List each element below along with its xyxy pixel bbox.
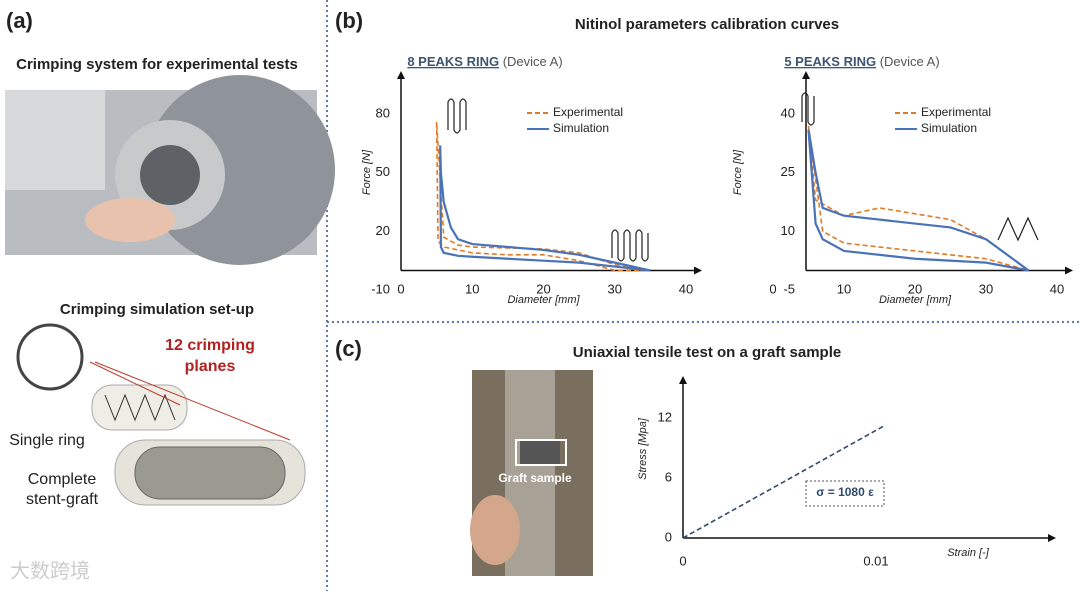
x-tick-label: 0 (397, 281, 404, 296)
legend-label: Simulation (553, 121, 609, 135)
callout: 12 crimping (165, 337, 255, 354)
y-tick-label: 80 (376, 106, 390, 121)
y-tick-label: 40 (781, 106, 795, 121)
panel-subtitle: Crimping simulation set-up (60, 301, 254, 318)
chart-title: 8 PEAKS RING (Device A) (407, 54, 562, 69)
series-line (682, 424, 887, 539)
series-line (435, 121, 644, 272)
legend-label: Experimental (921, 105, 991, 119)
x-tick-label: 30 (608, 281, 622, 296)
x-tick-label: 20 (908, 281, 922, 296)
x-tick-label: 10 (465, 281, 479, 296)
annotation-box (805, 480, 885, 507)
y-tick-label: 20 (376, 223, 390, 238)
y-tick-label: 50 (376, 164, 390, 179)
x-tick-label: 40 (1050, 281, 1064, 296)
icon (447, 92, 1039, 262)
legend-label: Experimental (553, 105, 623, 119)
y-tick-label: -5 (783, 281, 795, 296)
diagram-label: stent-graft (26, 491, 99, 508)
photo (5, 75, 335, 265)
arrow (1065, 266, 1073, 275)
x-axis-label: Strain [-] (947, 547, 990, 559)
arrow (397, 71, 405, 79)
chart-subtitle: (Device A) (503, 54, 563, 69)
x-axis-label: Diameter [mm] (879, 294, 952, 306)
panel-title: Crimping system for experimental tests (16, 56, 298, 73)
panel-title: Nitinol parameters calibration curves (575, 16, 839, 33)
y-tick-label: 0 (665, 529, 672, 544)
panel-label: (c) (335, 336, 362, 361)
series-line (439, 145, 651, 272)
series-line (807, 129, 1030, 272)
legend-label: Simulation (921, 121, 977, 135)
watermark: 大数跨境 (10, 559, 90, 582)
panel-label: (b) (335, 8, 363, 33)
y-tick-label: 6 (665, 469, 672, 484)
x-tick-label: 20 (536, 281, 550, 296)
arrow (679, 376, 687, 384)
arrow (1048, 534, 1056, 542)
y-tick-label: -10 (371, 281, 390, 296)
photo-label: Graft sample (498, 471, 572, 485)
annotation: σ = 1080 ε (816, 485, 874, 499)
chart-title: 8 PEAKS RING (407, 54, 499, 69)
y-axis-label: Force [N] (732, 149, 744, 195)
x-tick-label: 0 (679, 553, 686, 568)
x-tick-label: 30 (979, 281, 993, 296)
chart-title: 5 PEAKS RING (784, 54, 876, 69)
y-axis-label: Stress [Mpa] (637, 417, 649, 480)
photo (470, 370, 593, 576)
panel-label: (a) (6, 8, 33, 33)
diagram (16, 323, 306, 506)
diagram-label: Single ring (9, 432, 85, 449)
callout: planes (185, 358, 236, 375)
diagram-label: Complete (28, 471, 97, 488)
x-tick-label: 0.01 (863, 553, 888, 568)
panel-title: Uniaxial tensile test on a graft sample (573, 344, 841, 361)
y-tick-label: 25 (781, 164, 795, 179)
y-tick-label: 12 (658, 409, 672, 424)
arrow (694, 266, 702, 275)
chart-subtitle: (Device A) (880, 54, 940, 69)
x-tick-label: 10 (837, 281, 851, 296)
x-axis-label: Diameter [mm] (507, 294, 580, 306)
y-axis-label: Force [N] (361, 149, 373, 195)
x-tick-label: 40 (679, 281, 693, 296)
chart-title: 5 PEAKS RING (Device A) (784, 54, 939, 69)
x-tick-label: 0 (769, 281, 776, 296)
arrow (802, 71, 810, 79)
y-tick-label: 10 (781, 223, 795, 238)
